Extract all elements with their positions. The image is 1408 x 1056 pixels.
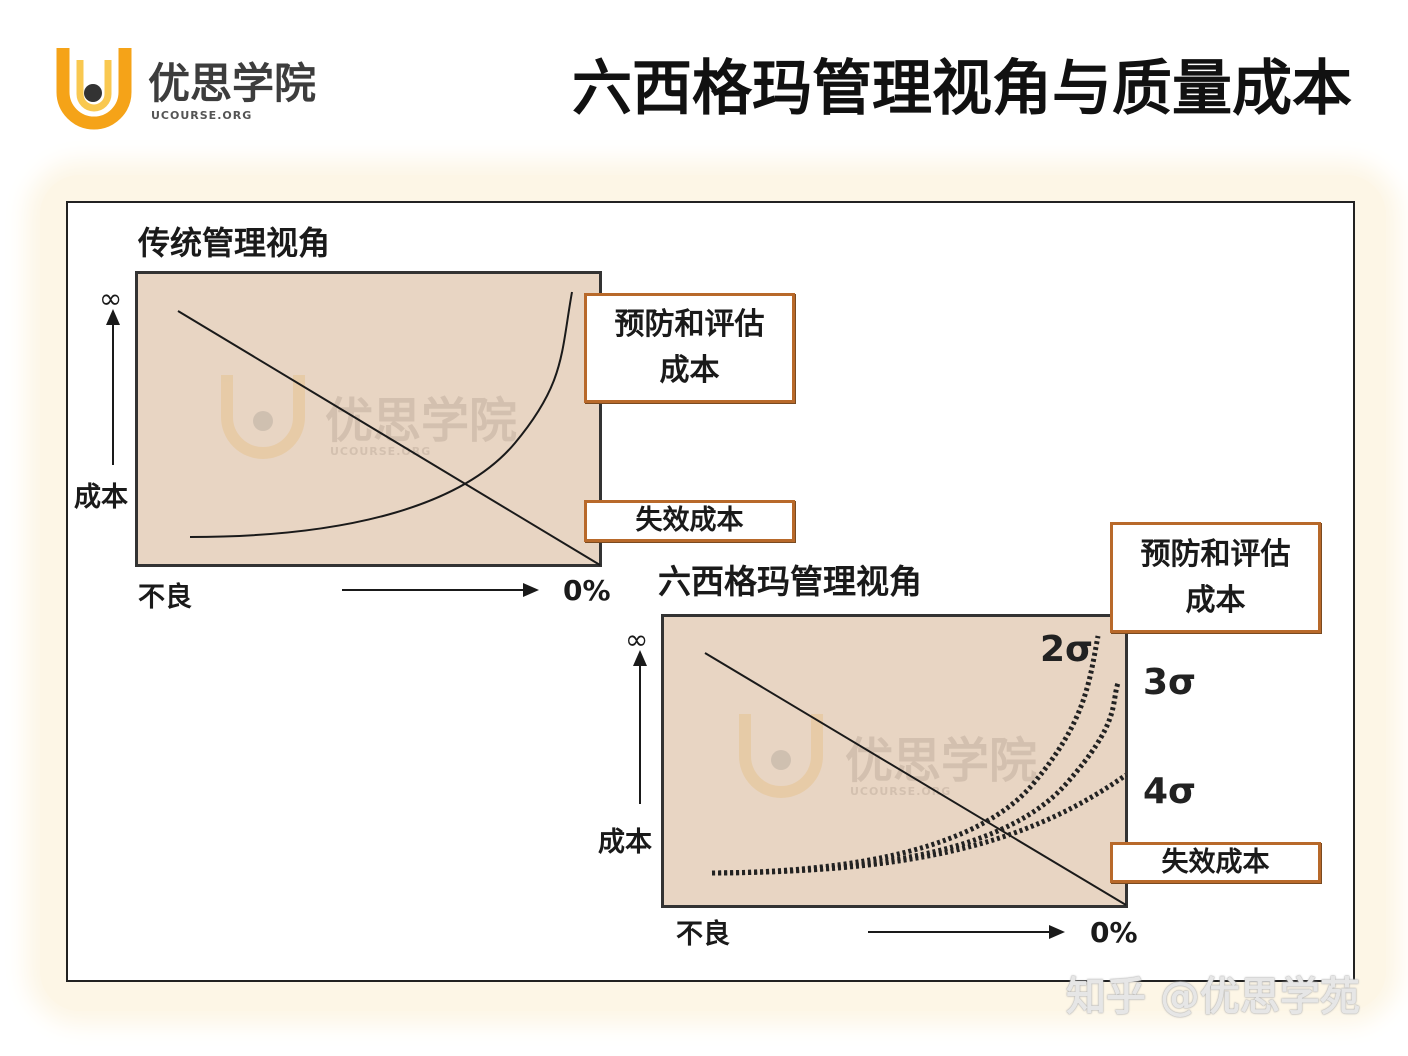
two-sigma-curve xyxy=(711,635,1101,876)
traditional-prevention-cost-box: 预防和评估 成本 xyxy=(584,293,795,403)
six-sigma-prevention-cost-box: 预防和评估 成本 xyxy=(1110,522,1321,633)
six-sigma-failure-cost-box: 失效成本 xyxy=(1110,842,1321,883)
prevention-cost-line1: 预防和评估 xyxy=(1140,536,1291,572)
four-sigma-curve xyxy=(711,772,1128,876)
six-sigma-x-right-label: 0% xyxy=(1090,916,1138,949)
six-sigma-x-arrow-icon xyxy=(868,925,1065,939)
six-sigma-x-left-label: 不良 xyxy=(676,919,730,950)
failure-cost-line xyxy=(177,310,601,566)
six-sigma-watermark-name: 优思学院 xyxy=(845,733,1037,789)
six-sigma-watermark-domain: UCOURSE.ORG xyxy=(850,785,951,798)
failure-cost-label: 失效成本 xyxy=(1161,846,1270,878)
six-sigma-y-arrow-icon xyxy=(633,650,647,804)
four-sigma-label: 4σ xyxy=(1143,771,1197,812)
traditional-x-arrow-icon xyxy=(342,583,539,597)
prevention-cost-line1: 预防和评估 xyxy=(614,307,765,342)
ucourse-logo-icon xyxy=(56,48,132,130)
traditional-watermark-name: 优思学院 xyxy=(325,393,517,449)
two-sigma-label: 2σ xyxy=(1040,629,1094,670)
traditional-chart-area xyxy=(135,271,602,567)
logo-name: 优思学院 xyxy=(148,59,317,108)
traditional-y-label: 成本 xyxy=(74,482,128,513)
six-sigma-y-label: 成本 xyxy=(598,827,652,858)
zhihu-watermark: 知乎 @优思学苑 xyxy=(1066,974,1360,1020)
traditional-title: 传统管理视角 xyxy=(138,224,331,262)
prevention-cost-curve xyxy=(189,291,573,538)
prevention-cost-line2: 成本 xyxy=(659,353,720,388)
traditional-infinity-label: ∞ xyxy=(99,282,123,315)
failure-cost-line xyxy=(704,652,1127,906)
failure-cost-label: 失效成本 xyxy=(635,505,744,536)
six-sigma-title: 六西格玛管理视角 xyxy=(658,562,922,601)
traditional-chart: 优思学院 UCOURSE.ORG xyxy=(135,271,602,567)
three-sigma-label: 3σ xyxy=(1143,662,1197,703)
traditional-x-left-label: 不良 xyxy=(138,582,192,613)
logo-domain: UCOURSE.ORG xyxy=(151,109,253,122)
page-title: 六西格玛管理视角与质量成本 xyxy=(572,54,1352,124)
prevention-cost-line2: 成本 xyxy=(1185,582,1246,618)
six-sigma-watermark: 优思学院 UCOURSE.ORG xyxy=(739,714,1037,798)
traditional-watermark-domain: UCOURSE.ORG xyxy=(330,445,431,458)
traditional-x-right-label: 0% xyxy=(563,574,611,607)
six-sigma-infinity-label: ∞ xyxy=(625,623,649,656)
traditional-failure-cost-box: 失效成本 xyxy=(584,500,795,542)
six-sigma-chart: 优思学院 UCOURSE.ORG xyxy=(661,614,1128,908)
traditional-y-arrow-icon xyxy=(106,309,120,465)
